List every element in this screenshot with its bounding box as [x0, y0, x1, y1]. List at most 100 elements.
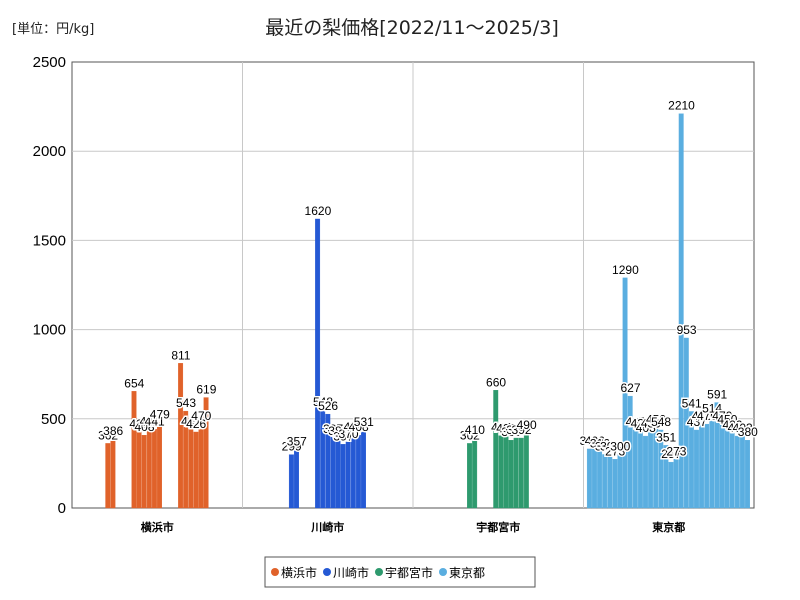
data-label: 450: [717, 413, 737, 427]
bar: [472, 437, 478, 509]
data-label: 410: [465, 423, 485, 437]
y-tick-label: 2500: [33, 54, 66, 71]
data-label: 300: [600, 439, 620, 453]
data-label: 426: [186, 417, 206, 431]
bar: [648, 431, 654, 509]
data-label: 386: [103, 424, 123, 438]
data-label: 300: [595, 439, 615, 453]
unit-label: [単位：円/kg]: [12, 21, 94, 37]
data-label: 400: [496, 422, 516, 436]
data-label: 543: [176, 396, 196, 410]
bar: [673, 459, 679, 509]
data-label: 470: [712, 409, 732, 423]
data-label: 408: [134, 420, 154, 434]
bar: [508, 440, 514, 509]
data-label: 541: [682, 396, 702, 410]
bar: [345, 441, 351, 509]
bar: [704, 423, 710, 509]
bar: [597, 451, 603, 509]
bar: [602, 454, 608, 509]
data-label: 331: [580, 434, 600, 448]
data-label: 403: [728, 421, 748, 435]
data-labels-layer: 3623866544264084414414798115434414264706…: [97, 97, 760, 462]
legend-entry[interactable]: 川崎市: [333, 565, 369, 580]
data-label: 441: [181, 414, 201, 428]
legend-entry[interactable]: 宇都宮市: [385, 565, 433, 580]
data-label: 441: [145, 414, 165, 428]
data-label: 548: [651, 415, 671, 429]
data-label: 430: [631, 416, 651, 430]
data-label: 257: [661, 447, 681, 461]
chart-title: 最近の梨価格[2022/11～2025/3]: [265, 17, 559, 39]
y-axis: 0 500 1000 1500 2000 2500: [33, 54, 66, 517]
data-label: 370: [338, 427, 358, 441]
legend-marker: [271, 568, 279, 576]
bar: [141, 435, 147, 509]
data-label: 430: [641, 416, 661, 430]
data-label: 450: [646, 413, 666, 427]
bar: [203, 397, 209, 509]
data-label: 362: [98, 428, 118, 442]
bar: [729, 432, 735, 509]
bar: [612, 459, 618, 509]
bar: [178, 363, 184, 509]
bar: [637, 431, 643, 509]
bar: [188, 429, 194, 509]
data-label: 351: [656, 430, 676, 444]
data-label: 426: [129, 417, 149, 431]
legend-entry[interactable]: 東京都: [449, 566, 485, 580]
bar: [340, 444, 346, 509]
data-label: 470: [191, 409, 211, 423]
bar: [586, 448, 592, 509]
data-label: 392: [506, 423, 526, 437]
legend-marker: [439, 568, 447, 576]
bar: [734, 435, 740, 509]
bar: [714, 402, 720, 509]
bar: [136, 431, 142, 509]
bar: [355, 435, 361, 509]
bar: [330, 436, 336, 509]
x-category-label: 宇都宮市: [476, 520, 520, 534]
bar: [607, 454, 613, 509]
data-label: 437: [687, 415, 707, 429]
data-label: 441: [140, 414, 160, 428]
bar: [658, 429, 664, 509]
data-label: 2210: [668, 99, 695, 113]
bar: [315, 218, 321, 509]
data-label: 403: [636, 421, 656, 435]
bar: [622, 277, 628, 509]
legend-entry[interactable]: 横浜市: [281, 565, 317, 580]
data-label: 273: [605, 444, 625, 458]
y-tick-label: 0: [58, 500, 66, 517]
data-label: 548: [313, 395, 333, 409]
bar: [183, 410, 189, 509]
bar: [745, 440, 750, 509]
x-category-label: 東京都: [652, 520, 685, 534]
legend-marker: [323, 568, 331, 576]
data-label: 273: [666, 444, 686, 458]
data-label: 811: [171, 348, 190, 362]
bar: [592, 448, 597, 509]
bar: [719, 423, 725, 509]
bar: [467, 443, 472, 509]
data-label: 591: [707, 388, 727, 402]
data-label: 406: [585, 434, 605, 448]
bar: [146, 429, 152, 509]
bar: [193, 431, 199, 509]
legend[interactable]: 横浜市 川崎市 宇都宮市 東京都: [264, 556, 536, 588]
y-tick-label: 500: [41, 411, 66, 428]
data-label: 531: [354, 415, 374, 429]
data-label: 1620: [305, 204, 332, 218]
bar: [724, 427, 730, 509]
data-label: 526: [318, 399, 338, 413]
data-label: 362: [460, 428, 480, 442]
bar: [523, 432, 529, 509]
bar: [709, 416, 715, 509]
bar: [350, 435, 356, 509]
data-label: 357: [287, 435, 307, 449]
bar: [694, 429, 699, 509]
bar: [699, 423, 705, 509]
data-label: 420: [722, 418, 742, 432]
bar: [627, 395, 633, 509]
bar: [498, 435, 504, 509]
